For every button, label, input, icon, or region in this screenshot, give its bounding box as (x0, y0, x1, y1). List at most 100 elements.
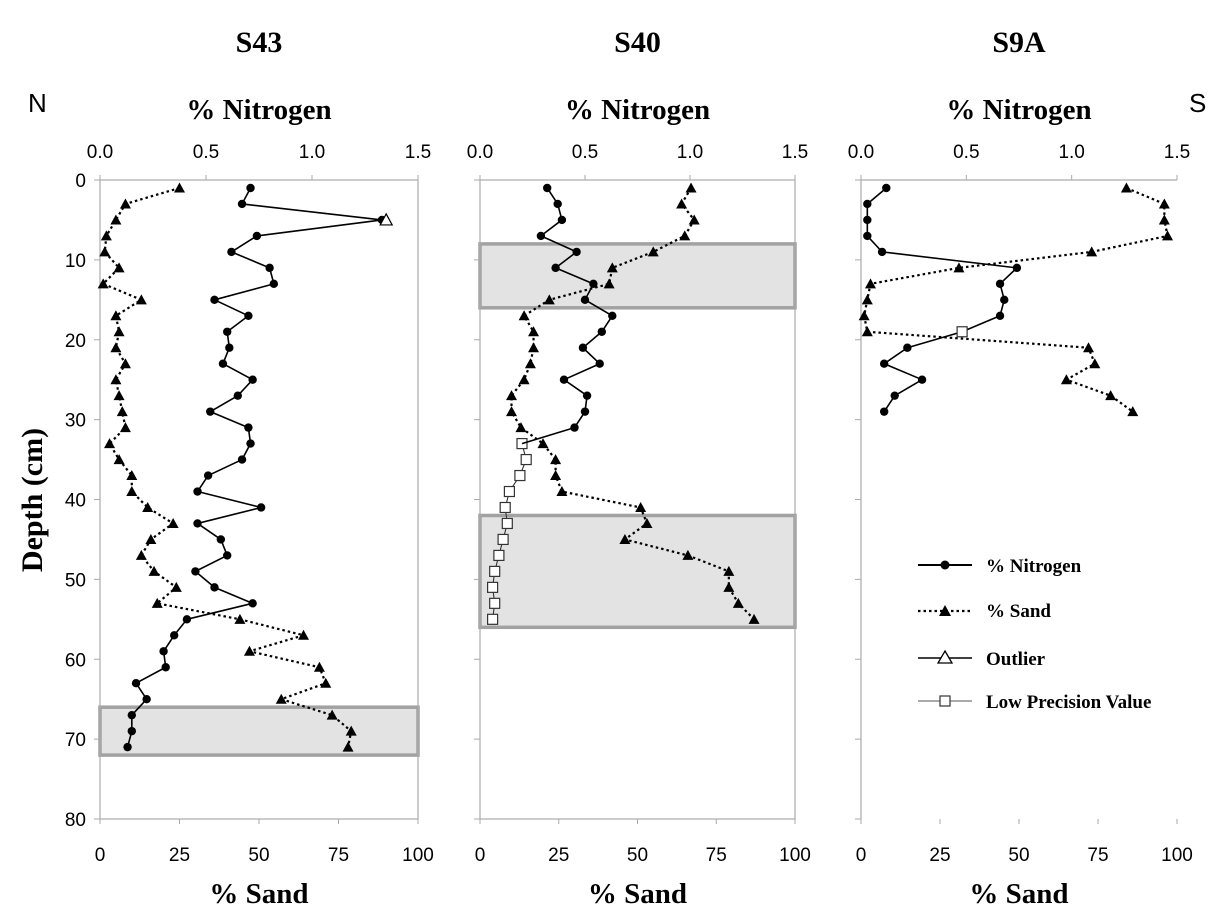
sand-point (528, 326, 540, 337)
low-precision-point (956, 326, 968, 338)
sand-point (342, 741, 354, 752)
bottom-tick-label: 100 (402, 845, 434, 866)
nitrogen-point (237, 455, 247, 464)
top-axis-label: % Nitrogen (565, 94, 710, 126)
legend-sand-marker (939, 605, 951, 616)
sand-point (543, 294, 555, 305)
series-sand (858, 182, 1174, 417)
top-tick-label: 0.0 (87, 142, 113, 163)
bottom-tick-label: 0 (95, 845, 106, 866)
sand-point (110, 310, 122, 321)
sand-point (528, 342, 540, 353)
nitrogen-point (223, 327, 232, 336)
sand-point (104, 438, 116, 449)
sand-point (679, 230, 691, 241)
sand-point (151, 597, 163, 608)
nitrogen-point (170, 631, 179, 640)
nitrogen-connector (521, 426, 575, 445)
nitrogen-point (127, 710, 136, 720)
nitrogen-point (551, 263, 560, 273)
sand-point (1120, 182, 1132, 193)
bottom-axis-label: % Sand (969, 878, 1068, 910)
sand-point (723, 581, 735, 592)
sand-point (635, 501, 647, 512)
nitrogen-point (863, 215, 872, 225)
sand-point (1083, 342, 1095, 353)
sand-point (1158, 198, 1170, 209)
nitrogen-point (223, 551, 232, 560)
bottom-tick-label: 50 (1008, 845, 1029, 866)
nitrogen-point (246, 183, 255, 193)
legend-nitrogen-marker (940, 560, 950, 570)
bottom-tick-label: 0 (856, 845, 867, 866)
panels: S43 % Nitrogen % Sand 0.0 0.5 1.0 1.5 0 25 50 75 10… (65, 26, 1193, 910)
nitrogen-point (227, 247, 236, 257)
top-axis-label: % Nitrogen (186, 94, 331, 126)
nitrogen-point (597, 327, 606, 336)
sand-point (119, 198, 131, 209)
sand-point (174, 182, 185, 193)
highlight-band (98, 705, 420, 757)
legend-item-sand: % Sand (918, 601, 1051, 622)
panel-title: S43 (236, 26, 283, 59)
nitrogen-point (206, 407, 215, 416)
sand-point (113, 262, 125, 273)
sand-point (524, 358, 536, 369)
panel-s43: S43 % Nitrogen % Sand 0.0 0.5 1.0 1.5 0 25 50 75 10… (65, 26, 434, 910)
top-tick-label: 1.5 (1164, 142, 1190, 163)
series-outlier (379, 212, 394, 226)
nitrogen-point (543, 183, 552, 193)
sand-point (518, 310, 530, 321)
y-tick-label: 0 (75, 171, 86, 192)
sand-point (537, 438, 549, 449)
sand-point (110, 374, 122, 385)
nitrogen-point (244, 311, 253, 320)
sand-point (167, 517, 179, 528)
panel-title: S40 (614, 26, 661, 59)
sand-point (243, 645, 255, 656)
sand-point (1127, 406, 1139, 417)
sand-point (119, 358, 131, 369)
sand-point (113, 326, 125, 337)
top-tick-label: 0.5 (572, 142, 598, 163)
highlight-band (478, 513, 797, 630)
nitrogen-point (559, 375, 569, 384)
bottom-tick-label: 100 (1161, 845, 1193, 866)
sand-point (685, 182, 697, 193)
sand-point (1158, 214, 1170, 225)
low-precision-point (487, 581, 499, 593)
legend-label-outlier: Outlier (986, 649, 1046, 670)
sand-point (320, 677, 332, 688)
bottom-tick-label: 25 (548, 845, 569, 866)
sand-point (858, 310, 870, 321)
sand-point (550, 454, 562, 465)
nitrogen-point (256, 503, 266, 512)
nitrogen-point (580, 407, 590, 416)
outlier-point (379, 212, 394, 226)
sand-point (864, 278, 876, 289)
nitrogen-point (131, 679, 141, 688)
top-tick-label: 0.0 (467, 142, 493, 163)
low-precision-point (499, 501, 511, 514)
nitrogen-point (608, 311, 617, 320)
sand-point (113, 390, 125, 401)
sand-point (142, 501, 154, 512)
north-label: N (28, 88, 47, 118)
sand-point (345, 725, 357, 736)
sand-point (100, 230, 112, 241)
sand-point (732, 597, 744, 608)
series-low-precision-value (487, 437, 532, 625)
nitrogen-point (191, 567, 200, 576)
sand-point (688, 214, 700, 225)
sand-point (682, 549, 694, 560)
sand-point (506, 390, 517, 401)
sand-point (275, 693, 287, 704)
y-tick-label: 20 (65, 331, 86, 352)
bottom-tick-label: 100 (779, 845, 811, 866)
nitrogen-point (995, 311, 1005, 320)
sand-point (619, 533, 631, 544)
nitrogen-point (580, 295, 590, 305)
top-tick-label: 1.0 (299, 142, 325, 163)
low-precision-point (497, 533, 509, 546)
bottom-tick-label: 75 (1087, 845, 1108, 866)
